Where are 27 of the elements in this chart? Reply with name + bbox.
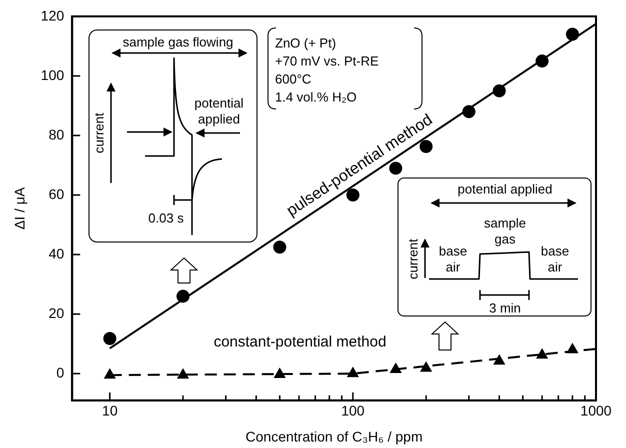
y-tick-label: 40 [48,245,64,262]
x-tick-label: 1000 [580,402,612,419]
y-tick-label: 100 [40,66,64,83]
annotation: sample gas flowing [122,34,234,50]
x-tick-label: 10 [102,402,118,419]
y-tick-label: 60 [48,186,64,202]
annotation: current [92,112,106,154]
annotation: sample gas [483,215,527,247]
y-tick-label: 120 [40,7,64,24]
annotation: 0.03 s [148,210,184,226]
y-tick-label: 20 [48,304,64,321]
annotation: potential applied [458,182,552,196]
annotation: ZnO (+ Pt) [275,36,336,50]
annotation: 1.4 vol.% H₂O [275,90,357,104]
annotation: +70 mV vs. Pt-RE [275,54,379,68]
annotation: constant-potential method [214,334,386,350]
annotation: 600°C [275,72,312,86]
annotation: base air [438,243,468,275]
annotation: 3 min [489,300,521,316]
annotation: potential applied [193,95,245,127]
y-axis-title: ΔI / μA [11,186,28,230]
annotation: current [406,238,420,280]
y-tick-label: 80 [48,126,64,142]
annotation: base air [540,243,570,275]
x-tick-label: 100 [341,402,365,419]
x-axis-title: Concentration of C₃H₆ / ppm [246,428,423,444]
y-tick-label: 0 [56,364,64,380]
